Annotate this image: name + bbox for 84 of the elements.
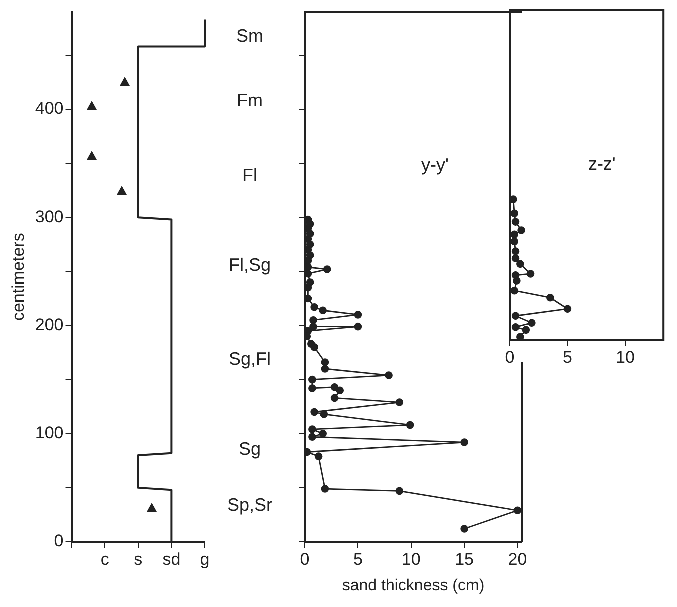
text: y-y': [421, 154, 449, 175]
chart-title: z-z': [588, 154, 616, 174]
point: [305, 448, 312, 456]
point: [564, 305, 572, 314]
x-tick-label: 10: [402, 550, 421, 569]
point: [518, 226, 526, 234]
point: [320, 410, 328, 418]
x-tick-label: 20: [508, 550, 528, 569]
point: [310, 316, 318, 324]
point: [308, 426, 316, 434]
point: [354, 322, 362, 331]
y-tick-label: 200: [35, 315, 64, 334]
point: [406, 421, 414, 430]
point: [354, 311, 362, 319]
text: Fm: [237, 90, 263, 111]
point: [308, 384, 316, 392]
point: [516, 260, 524, 268]
x-tick-label: 0: [300, 550, 310, 569]
point: [305, 235, 312, 244]
point: [310, 343, 318, 352]
point: [330, 394, 339, 402]
point: [310, 408, 318, 416]
point: [305, 270, 312, 278]
point: [522, 326, 530, 334]
point: [336, 386, 344, 395]
point: [310, 303, 318, 312]
point: [305, 256, 312, 265]
point: [385, 372, 393, 380]
x-tick-label: s: [134, 550, 143, 569]
point: [510, 230, 519, 239]
text: Fl: [242, 165, 258, 186]
x-tick-label: 5: [563, 348, 572, 367]
point: [460, 438, 468, 446]
point: [546, 294, 554, 302]
x-tick-label: g: [200, 550, 210, 569]
point: [319, 430, 327, 438]
point: [514, 506, 522, 515]
point: [512, 218, 520, 226]
point: [396, 398, 404, 406]
point: [321, 365, 330, 373]
point: [526, 270, 535, 278]
point: [321, 358, 330, 366]
point: [513, 277, 521, 285]
point: [512, 254, 520, 262]
text: Sg: [238, 438, 262, 459]
x-axis-title: sand thickness (cm): [342, 577, 485, 594]
y-tick-label: 100: [35, 424, 64, 443]
text: Sg,Fl: [228, 349, 272, 370]
point: [330, 383, 339, 392]
point: [528, 319, 536, 328]
x-tick-label: sd: [162, 550, 181, 569]
text: Sp,Sr: [227, 494, 273, 515]
point: [510, 210, 519, 218]
point: [510, 238, 519, 246]
y-tick-label: 400: [35, 99, 64, 118]
x-tick-label: 5: [353, 550, 363, 569]
point: [516, 333, 524, 340]
point: [323, 266, 332, 274]
point: [321, 485, 330, 493]
point: [305, 263, 312, 272]
y-tick-label: 300: [35, 207, 64, 226]
point: [512, 248, 520, 256]
point: [510, 286, 519, 295]
text: Sm: [236, 26, 264, 46]
text: Fl,Sg: [228, 254, 272, 275]
point: [308, 433, 316, 442]
x-tick-label: 15: [455, 550, 474, 569]
y-tick-label: 0: [54, 532, 64, 551]
point: [510, 196, 518, 204]
y-axis-title: centimeters: [8, 233, 28, 322]
point: [305, 294, 312, 303]
x-tick-label: 0: [505, 348, 515, 367]
x-tick-label: c: [100, 550, 110, 569]
point: [308, 376, 316, 384]
point: [305, 284, 312, 292]
point: [310, 322, 318, 331]
point: [319, 306, 327, 315]
point: [314, 452, 323, 460]
point: [512, 312, 520, 320]
point: [305, 224, 312, 232]
point: [396, 487, 404, 496]
point: [512, 323, 520, 332]
point: [460, 525, 468, 533]
x-tick-label: 10: [616, 348, 635, 367]
